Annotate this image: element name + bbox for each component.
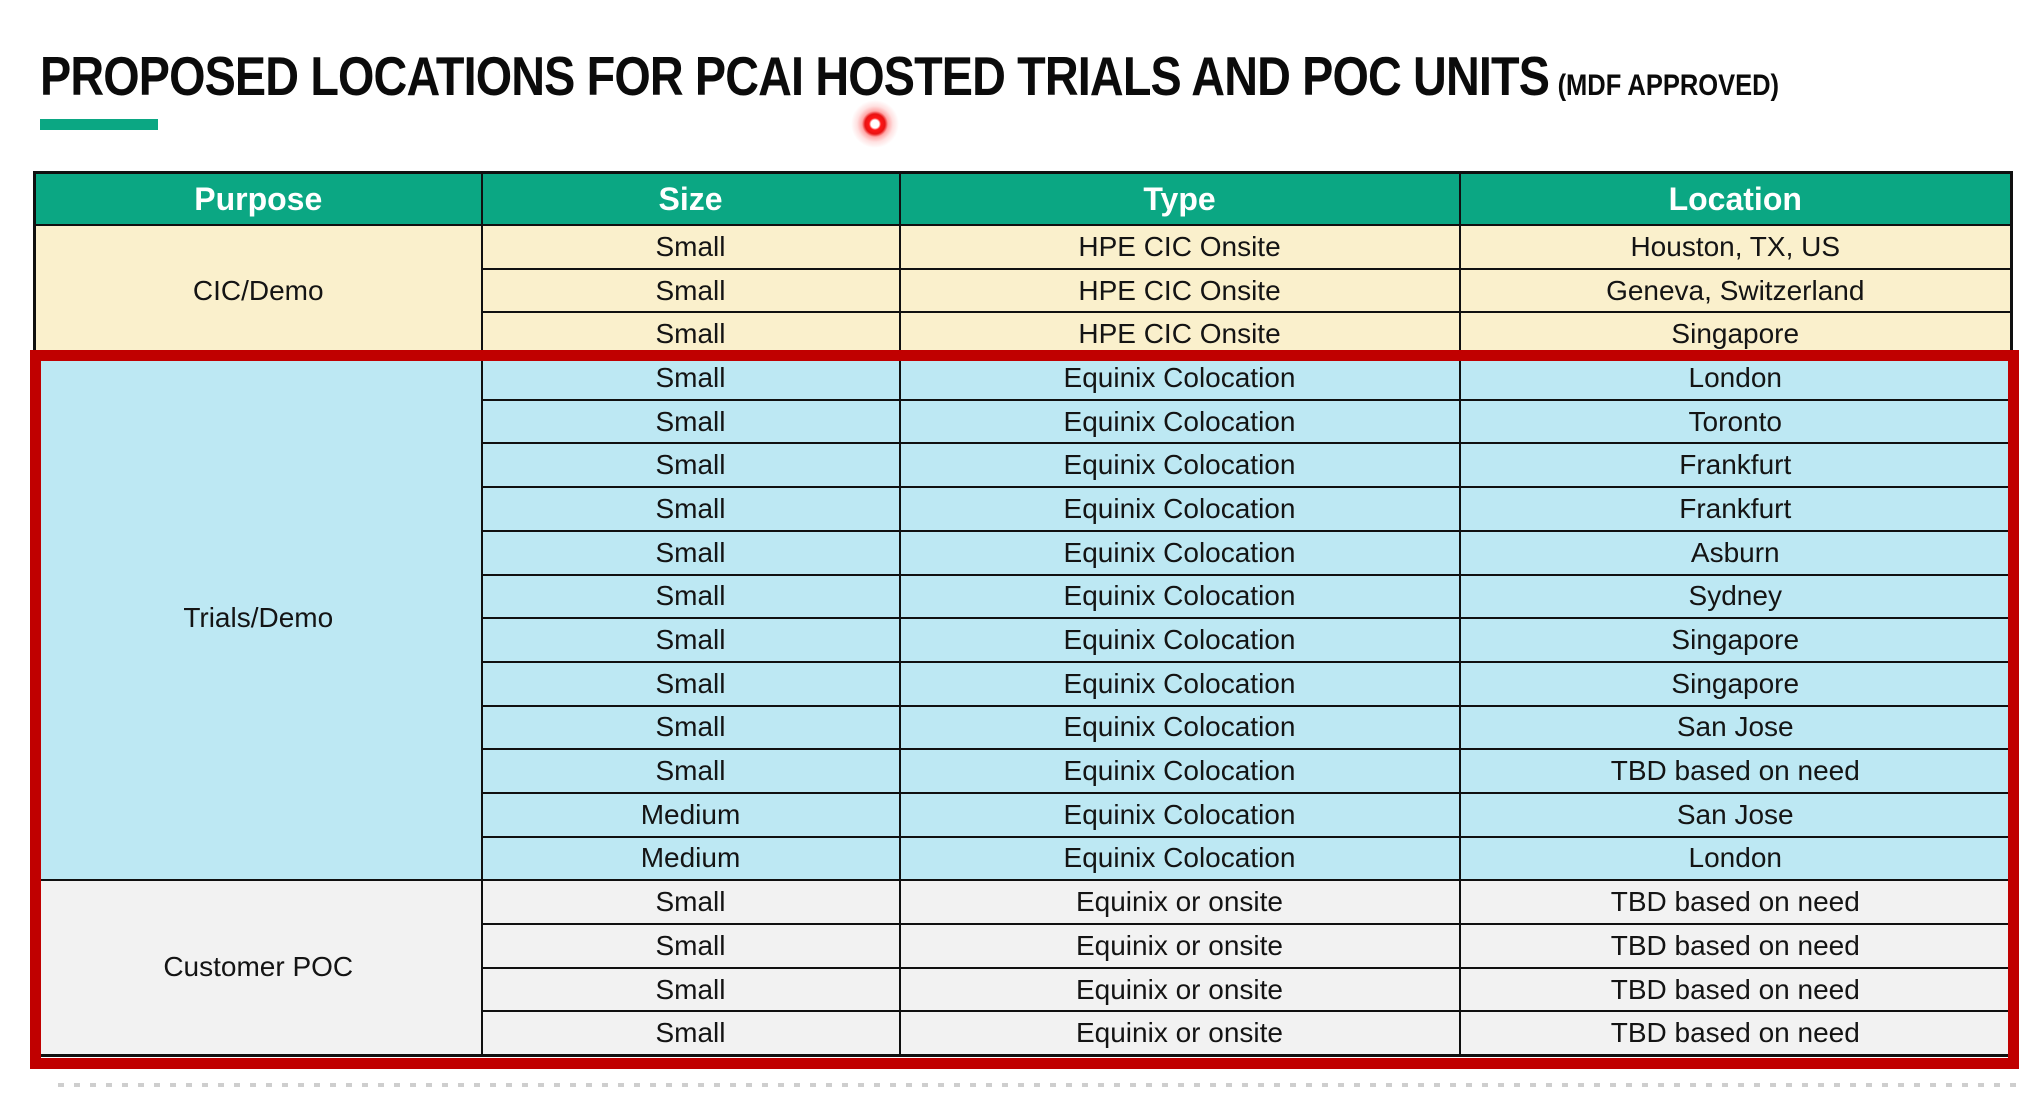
table-cell: London: [1458, 355, 2013, 401]
table-cell: TBD based on need: [1458, 923, 2013, 969]
table-cell: Small: [480, 879, 901, 925]
table-row: Small Equinix Colocation TBD based on need: [35, 748, 2013, 794]
table-cell: Small: [480, 224, 901, 270]
table-row: Trials/Demo Small Equinix Colocation London: [33, 355, 2013, 882]
table-cell: Equinix Colocation: [898, 529, 1461, 576]
table-cell: Medium: [480, 791, 901, 838]
table-cell: Singapore: [1458, 311, 2013, 358]
table-cell: Small: [480, 1010, 901, 1057]
table-row: Small Equinix Colocation Frankfurt: [35, 442, 2013, 489]
table-cell: Frankfurt: [1458, 486, 2013, 532]
page-title-main: PROPOSED LOCATIONS FOR PCAI HOSTED TRIAL…: [40, 45, 1550, 107]
table-cell: HPE CIC Onsite: [898, 311, 1461, 358]
purpose-cell: Customer POC: [33, 879, 483, 1057]
table-cell: Toronto: [1458, 398, 2013, 445]
table-cell: Small: [480, 748, 901, 794]
table-body: CIC/Demo Small HPE CIC Onsite Houston, TX, …: [33, 223, 2013, 1057]
table-cell: Small: [480, 398, 901, 445]
table-cell: Small: [480, 704, 901, 751]
table-cell: London: [1458, 835, 2013, 882]
table-cell: Small: [480, 311, 901, 358]
table-cell: Equinix Colocation: [898, 791, 1461, 838]
table-cell: HPE CIC Onsite: [898, 267, 1461, 314]
table-cell: Equinix Colocation: [898, 748, 1461, 794]
table-cell: Medium: [480, 835, 901, 882]
table-cell: Small: [480, 617, 901, 663]
table-cell: Equinix Colocation: [898, 704, 1461, 751]
table-cell: TBD based on need: [1458, 748, 2013, 794]
table-cell: Equinix or onsite: [898, 923, 1461, 969]
page-title: PROPOSED LOCATIONS FOR PCAI HOSTED TRIAL…: [40, 44, 1779, 108]
table-cell: Geneva, Switzerland: [1458, 267, 2013, 314]
page-title-suffix: (MDF APPROVED): [1557, 69, 1780, 102]
table-cell: Small: [480, 660, 901, 707]
column-header-type: Type: [898, 171, 1461, 226]
table-cell: Singapore: [1458, 617, 2013, 663]
table-row: Small Equinix Colocation Singapore: [35, 660, 2013, 707]
column-header-size: Size: [480, 171, 901, 226]
table-header-row: Purpose Size Type Location: [33, 171, 2013, 226]
table-cell: Small: [480, 486, 901, 532]
table-cell: Sydney: [1458, 573, 2013, 620]
table-row: Small Equinix Colocation San Jose: [35, 704, 2013, 751]
table-cell: Asburn: [1458, 529, 2013, 576]
table-cell: Small: [480, 442, 901, 489]
column-header-location: Location: [1458, 171, 2013, 226]
table-row: Small Equinix Colocation Singapore: [35, 617, 2013, 663]
table-cell: San Jose: [1458, 791, 2013, 838]
table-cell: Equinix or onsite: [898, 966, 1461, 1013]
table-row: Medium Equinix Colocation London: [35, 835, 2013, 882]
column-header-purpose: Purpose: [33, 171, 483, 226]
table-cell: Small: [480, 529, 901, 576]
table-cell: Equinix Colocation: [898, 355, 1461, 401]
table-row: Small Equinix or onsite TBD based on need: [35, 1010, 2013, 1057]
locations-table-wrap: Purpose Size Type Location CIC/Demo Small…: [33, 171, 2013, 1057]
table-row: Small HPE CIC Onsite Geneva, Switzerland: [35, 267, 2013, 314]
table-cell: Equinix Colocation: [898, 617, 1461, 663]
table-cell: Small: [480, 966, 901, 1013]
table-row: Small Equinix Colocation Sydney: [35, 573, 2013, 620]
table-cell: Houston, TX, US: [1458, 224, 2013, 270]
table-cell: HPE CIC Onsite: [898, 224, 1461, 270]
table-cell: Equinix or onsite: [898, 1010, 1461, 1057]
table-row: Small Equinix Colocation Toronto: [35, 398, 2013, 445]
table-cell: Equinix Colocation: [898, 573, 1461, 620]
table-cell: Equinix Colocation: [898, 442, 1461, 489]
title-accent-bar: [40, 119, 158, 130]
table-row: Small Equinix or onsite TBD based on need: [35, 966, 2013, 1013]
laser-pointer-dot: [851, 100, 899, 148]
table-cell: Equinix Colocation: [898, 660, 1461, 707]
table-row: Customer POC Small Equinix or onsite TBD ba…: [33, 879, 2013, 1057]
table-row: Medium Equinix Colocation San Jose: [35, 791, 2013, 838]
table-cell: Small: [480, 573, 901, 620]
table-cell: TBD based on need: [1458, 1010, 2013, 1057]
table-row: Small Equinix or onsite TBD based on need: [35, 923, 2013, 969]
table-cell: Small: [480, 355, 901, 401]
table-cell: Small: [480, 923, 901, 969]
table-cell: Frankfurt: [1458, 442, 2013, 489]
table-cell: Equinix Colocation: [898, 398, 1461, 445]
table-row: Small HPE CIC Onsite Singapore: [35, 311, 2013, 358]
table-cell: Equinix Colocation: [898, 835, 1461, 882]
table-cell: TBD based on need: [1458, 966, 2013, 1013]
table-cell: TBD based on need: [1458, 879, 2013, 925]
table-row: CIC/Demo Small HPE CIC Onsite Houston, TX, …: [33, 223, 2013, 358]
table-cell: San Jose: [1458, 704, 2013, 751]
table-cell: Small: [480, 267, 901, 314]
table-cell: Equinix Colocation: [898, 486, 1461, 532]
table-row: Small Equinix Colocation Frankfurt: [35, 486, 2013, 532]
table-cell: Singapore: [1458, 660, 2013, 707]
table-row: Small Equinix Colocation Asburn: [35, 529, 2013, 576]
table-cell: Equinix or onsite: [898, 879, 1461, 925]
bottom-dotted-line: [58, 1083, 2016, 1087]
purpose-cell: Trials/Demo: [33, 355, 483, 882]
purpose-cell: CIC/Demo: [33, 223, 483, 358]
locations-table: Purpose Size Type Location CIC/Demo Small…: [33, 171, 2013, 1057]
